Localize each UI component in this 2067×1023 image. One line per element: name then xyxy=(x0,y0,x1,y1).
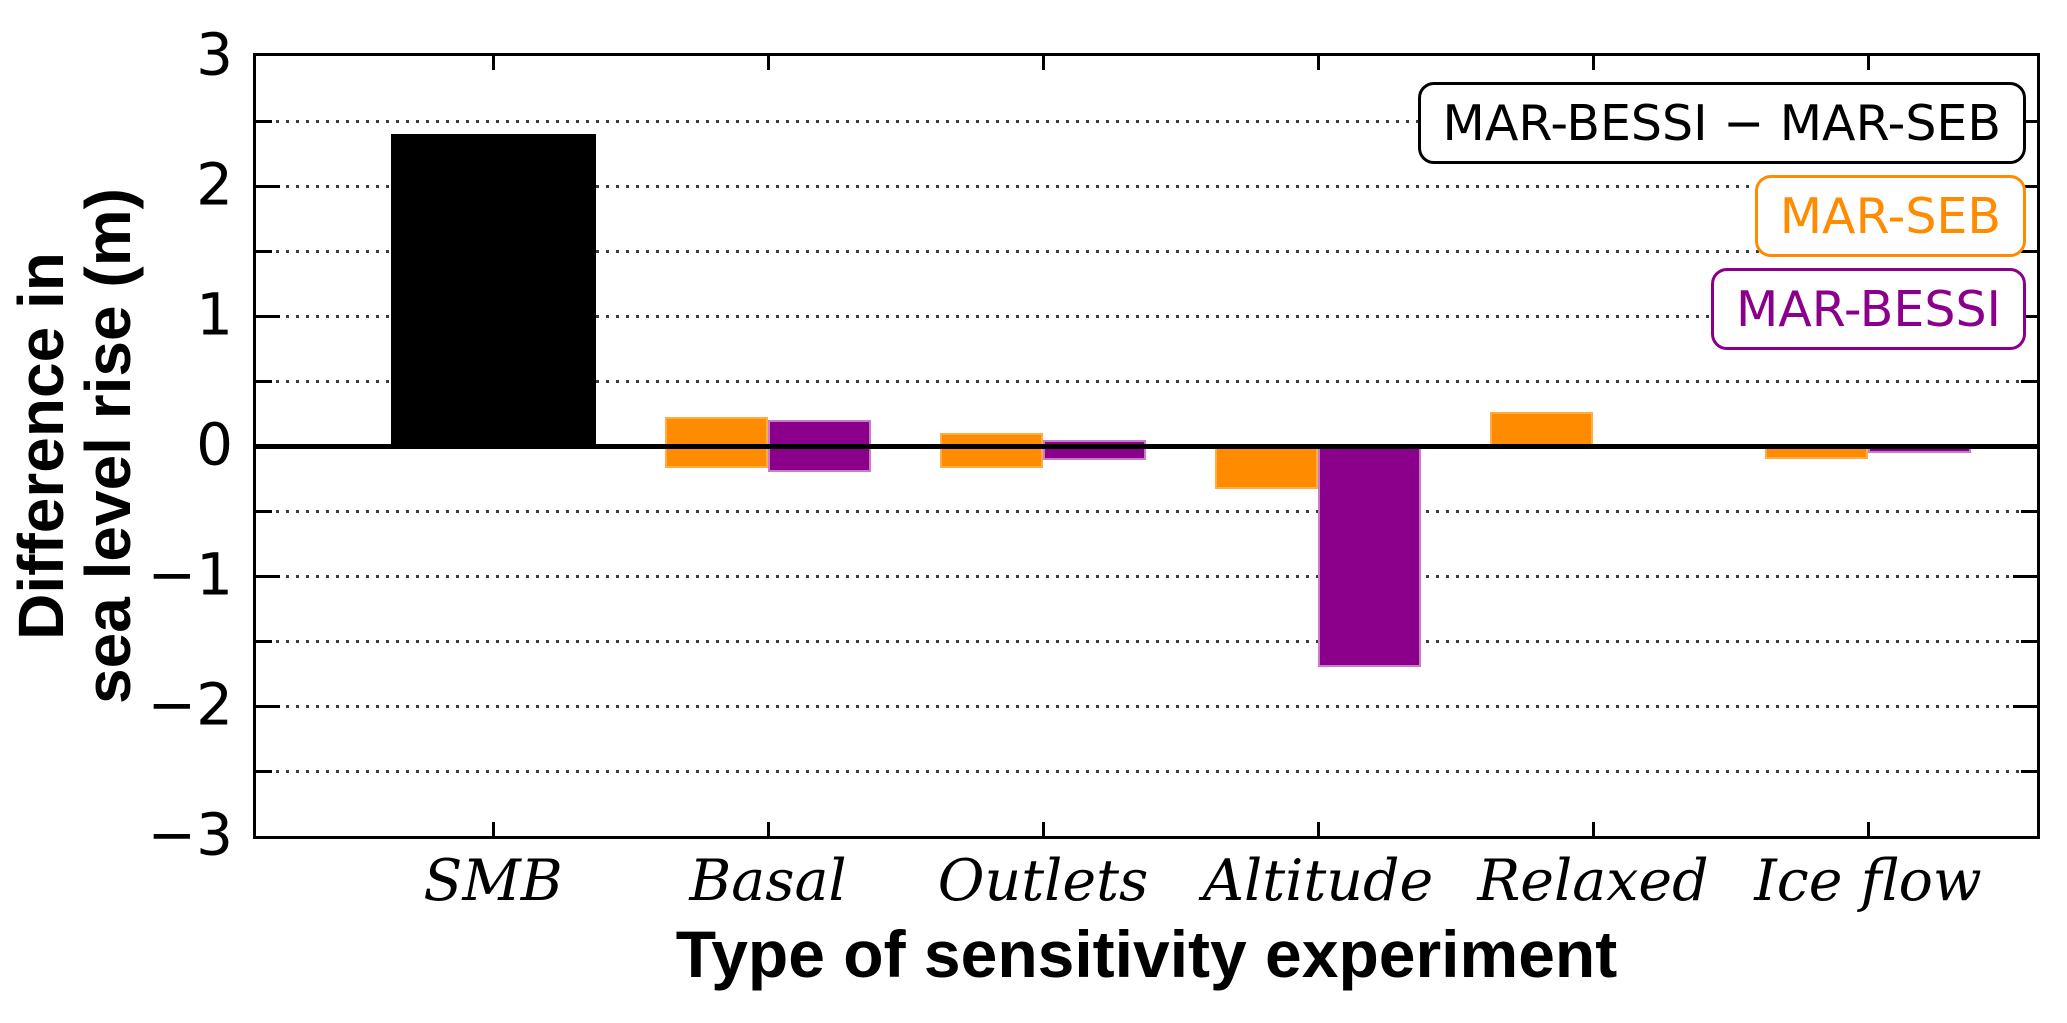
x-tick xyxy=(766,56,770,70)
y-tick xyxy=(256,184,280,188)
x-axis-title: Type of sensitivity experiment xyxy=(675,917,1618,991)
x-category-label: Ice flow xyxy=(1754,848,1982,914)
y-tick xyxy=(2021,119,2037,123)
y-tick-label: 1 xyxy=(196,280,233,349)
zero-line xyxy=(256,443,2037,449)
y-tick xyxy=(256,379,272,383)
bar-basal-mar-seb xyxy=(665,417,768,469)
gridline xyxy=(256,380,2037,383)
y-tick xyxy=(256,119,272,123)
gridline xyxy=(256,510,2037,513)
bar-altitude-mar-seb xyxy=(1215,446,1318,489)
gridline xyxy=(256,705,2037,708)
y-tick xyxy=(256,444,280,448)
y-tick xyxy=(256,314,280,318)
gridline xyxy=(256,250,2037,253)
x-category-label: Relaxed xyxy=(1477,848,1709,914)
bar-altitude-mar-bessi xyxy=(1318,446,1421,667)
bar-outlets-mar-seb xyxy=(940,433,1043,469)
gridline xyxy=(256,640,2037,643)
x-tick xyxy=(1041,822,1045,836)
gridline xyxy=(256,120,2037,123)
y-tick-label: 2 xyxy=(196,150,233,219)
legend-label-mar-seb: MAR-SEB xyxy=(1779,187,2001,245)
y-tick xyxy=(2013,444,2037,448)
bar-smb-mar-bessi-−-mar-seb xyxy=(390,134,596,446)
x-tick xyxy=(1591,822,1595,836)
y-tick xyxy=(2021,379,2037,383)
x-tick xyxy=(1866,822,1870,836)
y-tick xyxy=(2021,639,2037,643)
legend-entry-mar-bessi: MAR-BESSI xyxy=(1710,268,2026,350)
gridline xyxy=(256,575,2037,578)
y-tick-label: −1 xyxy=(147,540,234,609)
y-tick-label: 0 xyxy=(196,410,233,479)
legend-entry-difference: MAR-BESSI − MAR-SEB xyxy=(1417,82,2026,164)
x-tick xyxy=(1041,56,1045,70)
y-tick xyxy=(256,574,280,578)
x-tick xyxy=(491,822,495,836)
y-tick-label: −3 xyxy=(147,800,234,869)
legend-entry-mar-seb: MAR-SEB xyxy=(1754,175,2026,257)
y-tick xyxy=(2013,704,2037,708)
x-category-label: Basal xyxy=(689,848,847,914)
y-tick xyxy=(256,639,272,643)
gridline xyxy=(256,315,2037,318)
y-tick xyxy=(2021,249,2037,253)
gridline xyxy=(256,770,2037,773)
x-tick xyxy=(1591,56,1595,70)
plot-area xyxy=(253,53,2040,839)
x-category-label: Outlets xyxy=(937,848,1149,914)
x-tick xyxy=(766,822,770,836)
y-tick xyxy=(256,769,272,773)
bar-relaxed-mar-seb xyxy=(1490,412,1593,446)
y-tick xyxy=(256,704,280,708)
y-tick xyxy=(2021,509,2037,513)
y-tick xyxy=(256,509,272,513)
y-tick xyxy=(2021,769,2037,773)
x-tick xyxy=(1316,822,1320,836)
x-category-label: SMB xyxy=(423,848,563,914)
y-tick xyxy=(2013,574,2037,578)
x-tick xyxy=(1866,56,1870,70)
x-tick xyxy=(1316,56,1320,70)
legend-label-difference: MAR-BESSI − MAR-SEB xyxy=(1442,94,2001,152)
y-tick-label: 3 xyxy=(196,20,233,89)
gridline xyxy=(256,185,2037,188)
legend-label-mar-bessi: MAR-BESSI xyxy=(1735,280,2001,338)
y-tick-label: −2 xyxy=(147,670,234,739)
x-tick xyxy=(491,56,495,70)
y-tick xyxy=(256,249,272,253)
x-category-label: Altitude xyxy=(1202,848,1434,914)
